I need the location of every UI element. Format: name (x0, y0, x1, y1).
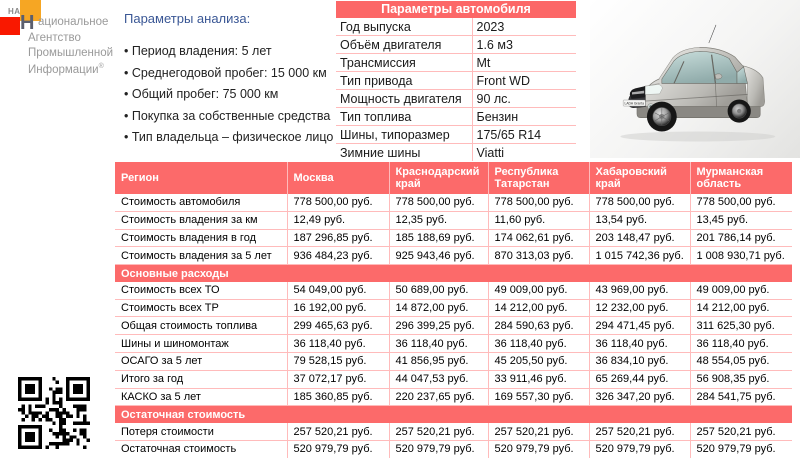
svg-text:LADA Granta: LADA Granta (624, 102, 644, 106)
